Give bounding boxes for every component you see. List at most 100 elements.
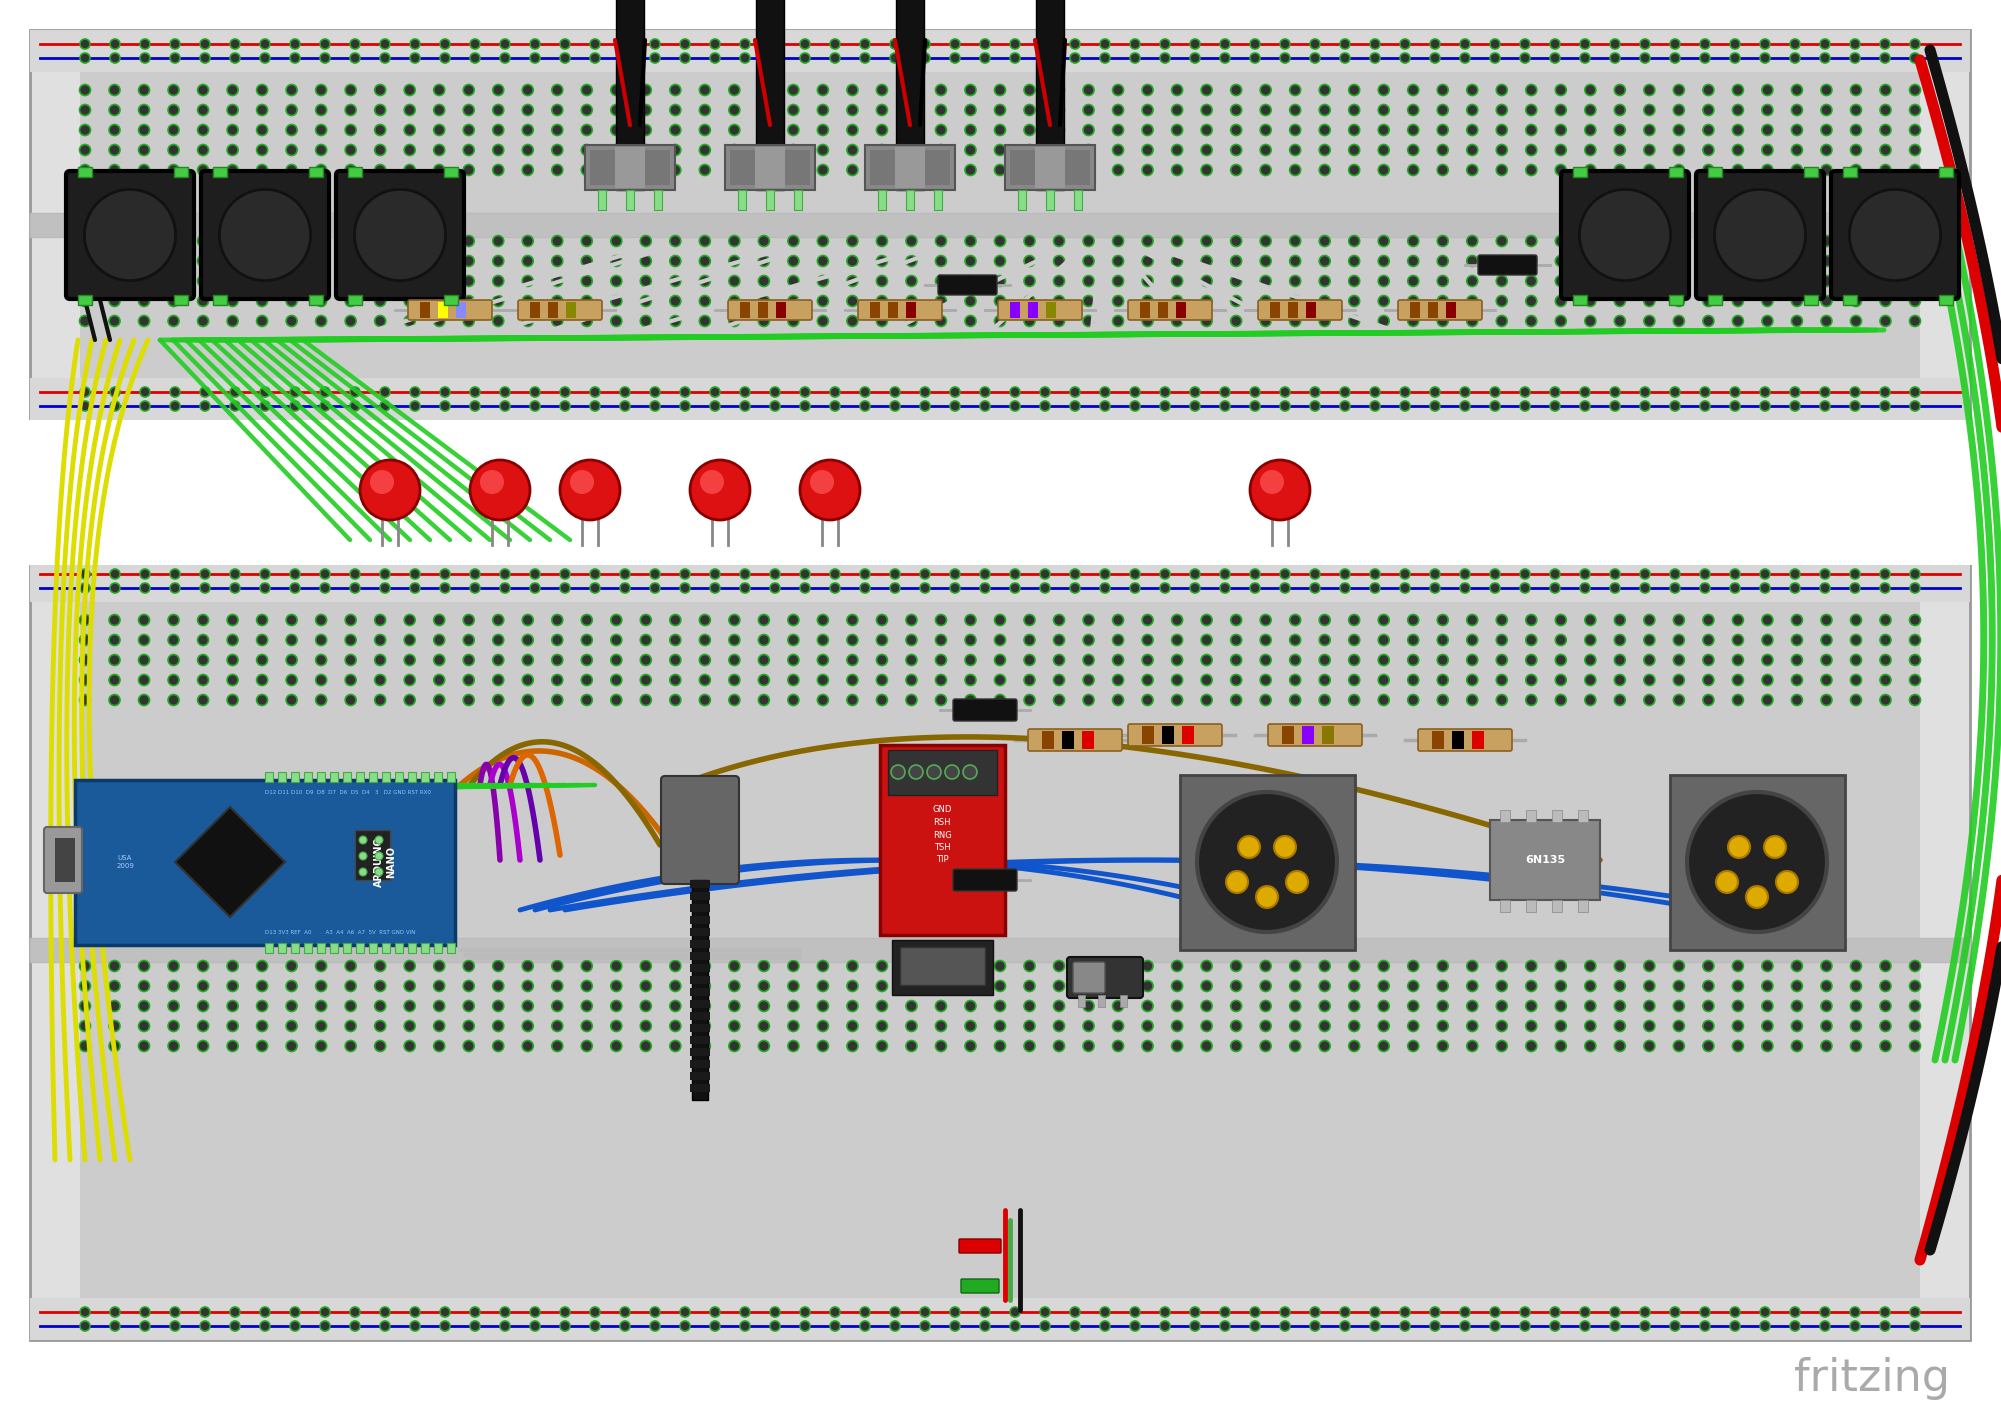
Circle shape xyxy=(1261,614,1271,626)
Circle shape xyxy=(1371,53,1381,63)
Circle shape xyxy=(1379,276,1389,286)
Circle shape xyxy=(1851,125,1861,135)
Circle shape xyxy=(1703,1021,1715,1031)
Circle shape xyxy=(1143,694,1153,705)
Circle shape xyxy=(1497,1041,1507,1051)
Circle shape xyxy=(1851,165,1861,175)
Circle shape xyxy=(1585,84,1597,95)
Circle shape xyxy=(1261,1001,1271,1011)
Circle shape xyxy=(610,614,622,626)
Circle shape xyxy=(492,276,504,286)
Circle shape xyxy=(950,583,960,593)
Circle shape xyxy=(936,614,946,626)
Circle shape xyxy=(1261,296,1271,307)
Circle shape xyxy=(788,316,798,327)
Circle shape xyxy=(1497,165,1507,175)
Circle shape xyxy=(1101,1321,1111,1331)
Text: GND
RSH
RNG
TSH
TIP: GND RSH RNG TSH TIP xyxy=(932,805,952,865)
Circle shape xyxy=(560,401,570,411)
Circle shape xyxy=(1437,296,1449,307)
Circle shape xyxy=(80,981,90,991)
Circle shape xyxy=(1251,1321,1261,1331)
Bar xyxy=(54,838,74,882)
Circle shape xyxy=(1437,981,1449,991)
Circle shape xyxy=(316,165,326,175)
Circle shape xyxy=(728,694,740,705)
Circle shape xyxy=(80,569,90,579)
Circle shape xyxy=(1703,1041,1715,1051)
Circle shape xyxy=(728,125,740,135)
Circle shape xyxy=(1379,125,1389,135)
Circle shape xyxy=(770,387,780,397)
Circle shape xyxy=(758,145,768,155)
Circle shape xyxy=(1261,165,1271,175)
FancyBboxPatch shape xyxy=(938,274,996,294)
Circle shape xyxy=(1821,1001,1833,1011)
Circle shape xyxy=(980,1307,990,1317)
Circle shape xyxy=(80,84,90,95)
Circle shape xyxy=(1733,614,1743,626)
Circle shape xyxy=(770,1307,780,1317)
Bar xyxy=(690,1048,710,1057)
Circle shape xyxy=(1191,401,1201,411)
Bar xyxy=(30,560,1971,1340)
Circle shape xyxy=(380,401,390,411)
Circle shape xyxy=(560,38,570,48)
Circle shape xyxy=(168,694,178,705)
Circle shape xyxy=(1231,654,1243,665)
Circle shape xyxy=(1275,836,1297,857)
Circle shape xyxy=(1251,1307,1261,1317)
Circle shape xyxy=(1731,401,1741,411)
Circle shape xyxy=(1311,1307,1321,1317)
Circle shape xyxy=(1671,583,1681,593)
Circle shape xyxy=(1143,634,1153,646)
Circle shape xyxy=(1281,1307,1291,1317)
Circle shape xyxy=(936,1001,946,1011)
Circle shape xyxy=(492,165,504,175)
Circle shape xyxy=(816,165,828,175)
Circle shape xyxy=(260,53,270,63)
FancyBboxPatch shape xyxy=(1561,171,1689,299)
Circle shape xyxy=(316,960,326,971)
Circle shape xyxy=(1221,1307,1231,1317)
Circle shape xyxy=(1055,84,1065,95)
Circle shape xyxy=(1733,1041,1743,1051)
Circle shape xyxy=(168,654,178,665)
Circle shape xyxy=(580,125,592,135)
Circle shape xyxy=(1291,165,1301,175)
Circle shape xyxy=(1703,104,1715,115)
Circle shape xyxy=(1527,316,1537,327)
Circle shape xyxy=(1585,296,1597,307)
Circle shape xyxy=(1791,104,1803,115)
Bar xyxy=(690,1024,710,1032)
Circle shape xyxy=(1319,674,1331,685)
Circle shape xyxy=(1291,654,1301,665)
Circle shape xyxy=(344,165,356,175)
Circle shape xyxy=(168,614,178,626)
Circle shape xyxy=(256,256,268,266)
Circle shape xyxy=(1761,401,1771,411)
Circle shape xyxy=(1581,53,1591,63)
Bar xyxy=(394,772,402,782)
Circle shape xyxy=(1881,165,1891,175)
Circle shape xyxy=(1371,401,1381,411)
Circle shape xyxy=(492,694,504,705)
Circle shape xyxy=(404,614,414,626)
Circle shape xyxy=(788,104,798,115)
Circle shape xyxy=(108,84,120,95)
Circle shape xyxy=(1025,1001,1035,1011)
Circle shape xyxy=(1645,84,1655,95)
Circle shape xyxy=(788,276,798,286)
Bar xyxy=(690,1059,710,1068)
Bar xyxy=(1047,191,1055,210)
Circle shape xyxy=(1497,145,1507,155)
Circle shape xyxy=(1083,614,1095,626)
Bar xyxy=(1043,731,1055,749)
Circle shape xyxy=(492,125,504,135)
Circle shape xyxy=(1673,276,1685,286)
Circle shape xyxy=(1703,614,1715,626)
Bar xyxy=(1447,301,1457,319)
Circle shape xyxy=(1011,1321,1021,1331)
Circle shape xyxy=(698,236,710,246)
Circle shape xyxy=(846,256,858,266)
